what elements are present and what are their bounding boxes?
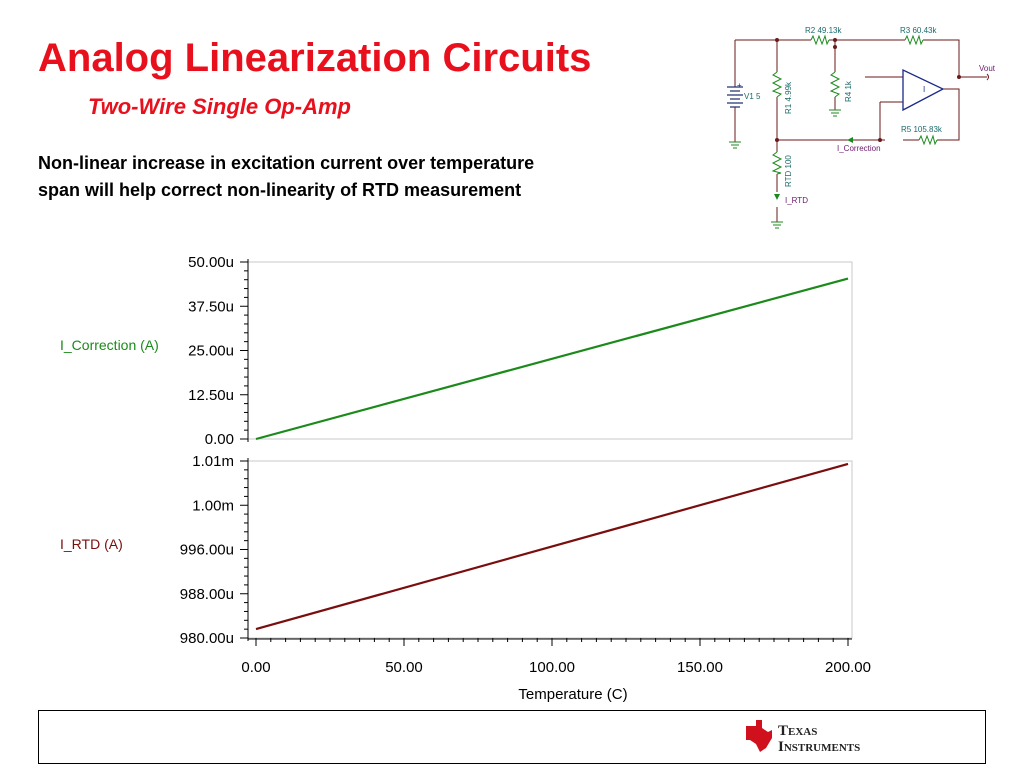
opamp-icon — [902, 68, 945, 112]
i-correction-arrow-icon — [847, 137, 853, 143]
vout-label: Vout — [979, 64, 996, 73]
x-tick-label: 100.00 — [529, 659, 575, 676]
y-axis-label-correction: I_Correction (A) — [60, 337, 159, 353]
body-line-1: Non-linear increase in excitation curren… — [38, 153, 535, 173]
r2-label: R2 49.13k — [805, 26, 842, 35]
r1-label: R1 4.99k — [784, 81, 793, 114]
i-rtd-label: I_RTD — [785, 196, 808, 205]
body-line-2: span will help correct non-linearity of … — [38, 180, 522, 200]
x-tick-label: 50.00 — [385, 659, 423, 676]
texas-instruments-logo: Texas Instruments — [746, 720, 860, 755]
battery-icon — [727, 86, 743, 108]
series-line-rtd — [255, 462, 849, 631]
i-correction-label: I_Correction — [837, 144, 881, 153]
wires — [734, 39, 987, 222]
y-tick-label-rtd: 1.00m — [192, 497, 234, 514]
y-tick-label-correction: 37.50u — [188, 298, 234, 315]
x-tick-label: 200.00 — [825, 659, 871, 676]
vout-terminal-icon — [986, 73, 989, 81]
y-tick-label-rtd: 1.01m — [192, 453, 234, 470]
current-vs-temperature-chart: 50.00u 37.50u 25.00u 12.50u 0.00 I_Correction… — [60, 254, 871, 703]
logo-line-1: Texas — [778, 723, 817, 739]
y-tick-label-correction: 25.00u — [188, 343, 234, 360]
x-axis-label: Temperature (C) — [518, 686, 627, 703]
y-tick-label-correction: 50.00u — [188, 254, 234, 271]
opamp-label: I — [923, 85, 925, 94]
circuit-schematic: R2 49.13k R3 60.43k R5 105.83k V1 5 + I … — [727, 26, 996, 229]
plus-label: + — [737, 81, 742, 90]
y-tick-label-rtd: 988.00u — [180, 586, 234, 603]
slide-title: Analog Linearization Circuits — [38, 36, 592, 80]
y-tick-label-rtd: 996.00u — [180, 542, 234, 559]
texas-state-logo-icon — [746, 720, 772, 752]
y-tick-label-correction: 0.00 — [205, 431, 234, 448]
i-rtd-arrow-icon — [774, 194, 780, 200]
resistors — [771, 34, 938, 175]
slide-subtitle: Two-Wire Single Op-Amp — [88, 94, 351, 119]
plot-frame-correction — [247, 261, 853, 440]
x-tick-label: 0.00 — [241, 659, 270, 676]
footer-box — [38, 710, 986, 764]
slide-body: Non-linear increase in excitation curren… — [38, 150, 698, 204]
r5-label: R5 105.83k — [901, 125, 943, 134]
logo-line-2: Instruments — [778, 739, 860, 755]
y-axis-label-rtd: I_RTD (A) — [60, 536, 123, 552]
r3-label: R3 60.43k — [900, 26, 937, 35]
r4-label: R4 1k — [844, 80, 853, 102]
ground-icons — [729, 109, 841, 229]
series-line-correction — [255, 277, 849, 441]
x-tick-label: 150.00 — [677, 659, 723, 676]
rtd-label: RTD 100 — [784, 155, 793, 187]
v1-label: V1 5 — [744, 92, 761, 101]
junction-dots — [775, 38, 961, 142]
y-tick-label-correction: 12.50u — [188, 387, 234, 404]
y-tick-label-rtd: 980.00u — [180, 630, 234, 647]
